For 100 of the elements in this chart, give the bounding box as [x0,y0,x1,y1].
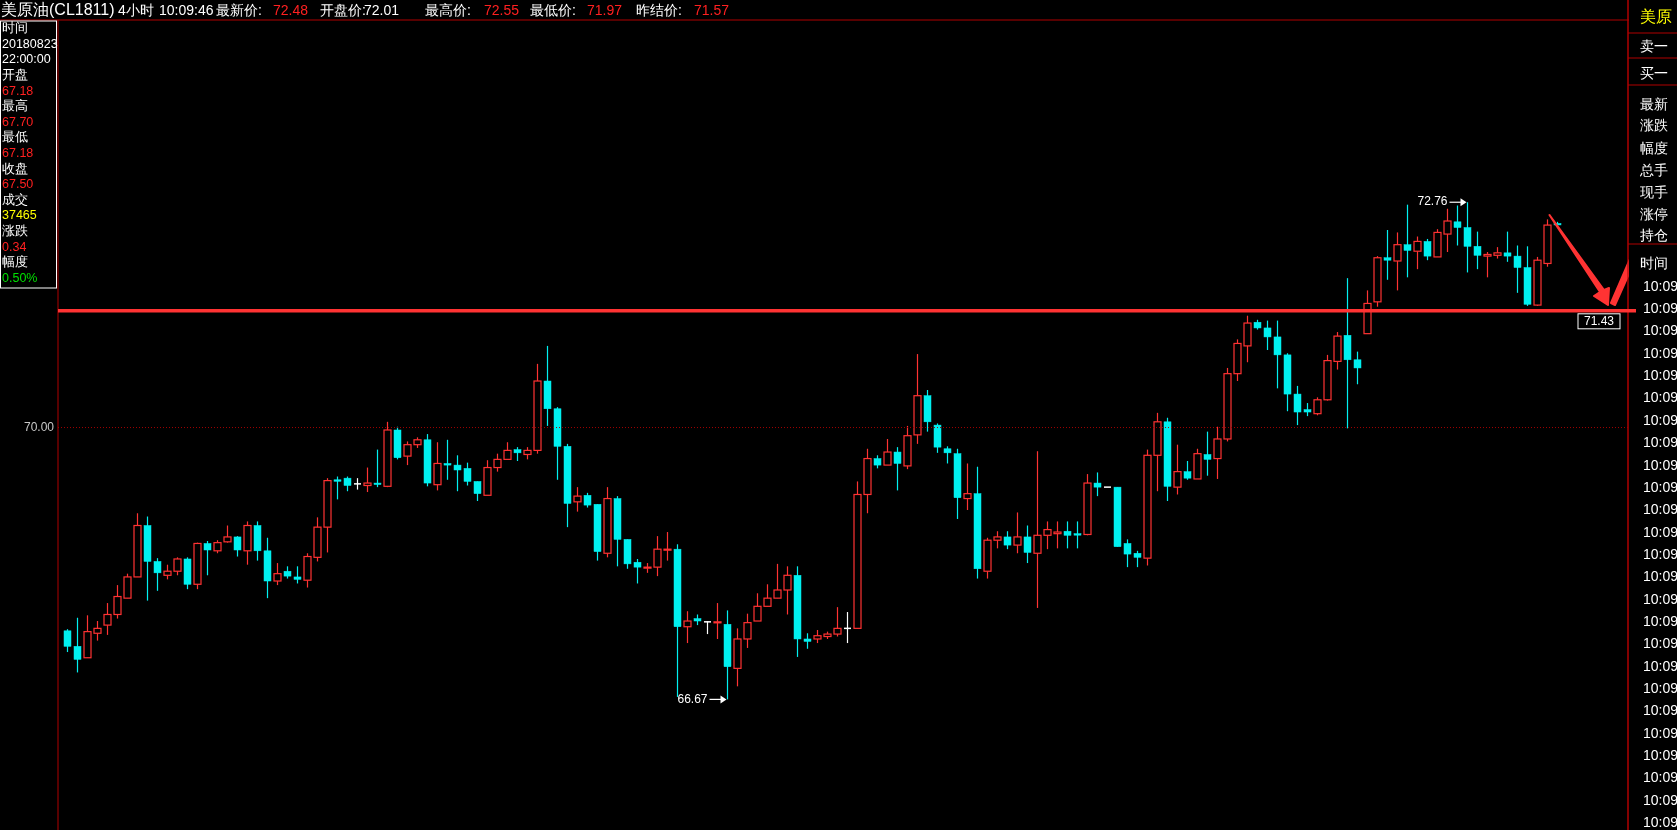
annotation: 持仓 [1640,226,1668,243]
annotation: 10:09 [1643,590,1677,607]
annotation: 最低价: [530,1,576,18]
annotation: 4小时 [118,1,154,18]
annotation: 10:09 [1643,501,1677,518]
annotation: 10:09 [1643,612,1677,629]
candlestick [1443,208,1452,253]
candlestick [1423,238,1432,261]
candlestick [1023,524,1032,564]
annotation: 71.97 [587,1,623,18]
candlestick [713,602,722,640]
annotation: 10:09 [1643,411,1677,428]
candlestick [233,535,242,558]
annotation: 10:09 [1643,769,1677,786]
annotation: 最高 [2,99,28,114]
candlestick [103,602,112,636]
candlestick [1213,426,1222,480]
candlestick [1173,444,1182,496]
annotation: 10:09 [1643,434,1677,451]
candlestick [773,563,782,599]
candlestick [963,462,972,511]
candlestick [1063,520,1072,549]
annotation: 20180823 [2,36,58,51]
annotation: 10:09 [1643,680,1677,696]
annotation: 收盘 [2,161,28,176]
annotation: 涨跌 [1640,116,1668,133]
candlestick [1033,450,1042,609]
annotation: 72.48 [273,1,309,18]
annotation: 22:00:00 [2,52,51,67]
annotation: 开盘价: [320,1,366,18]
candlestick [203,540,212,576]
candlestick [653,535,662,577]
annotation: 10:09 [1643,367,1677,384]
annotation: 10:09 [1643,456,1677,473]
annotation: 67.18 [2,146,34,161]
candlestick [753,592,762,622]
annotation: 67.18 [2,83,34,98]
candlestick [1503,231,1512,263]
candlestick [1053,520,1062,549]
candlestick [883,438,892,466]
candlestick [683,610,692,644]
annotation: 0.34 [2,239,27,254]
title: 美原油(CL1811) [1,1,115,19]
annotation: 10:09 [1643,277,1677,294]
candlestick [1243,315,1252,363]
annotation: 时间 [2,21,28,36]
annotation: 10:09:46 [159,1,214,18]
candlestick [403,440,412,466]
candlestick [1123,538,1132,568]
candlestick [453,454,462,492]
annotation: 最新 [1640,95,1668,112]
annotation: 10:09 [1643,657,1677,674]
annotation: 最新价: [216,1,262,18]
candlestick [1273,320,1282,389]
annotation: 最高价: [425,1,471,18]
annotation: 幅度 [1640,139,1668,156]
annotation: 10:09 [1643,300,1677,317]
candlestick [363,466,372,493]
annotation: 0.50% [2,270,38,285]
candlestick [1353,351,1362,385]
candlestick [1393,231,1402,291]
candlestick [763,583,772,607]
annotation: 涨跌 [2,224,28,239]
annotation: 最低 [2,130,28,145]
candlestick [1183,460,1192,481]
candlestick [573,486,582,513]
candlestick [1463,201,1472,274]
annotation: 72.76 [1417,194,1448,209]
annotation: 10:09 [1643,814,1677,830]
candlestick [93,620,102,642]
annotation: 66.67 [677,691,708,706]
annotation: 10:09 [1643,478,1677,495]
annotation: 现手 [1640,183,1668,200]
annotation: 10:09 [1643,322,1677,339]
annotation: 72.55 [484,1,520,18]
annotation: 10:09 [1643,747,1677,764]
annotation: 幅度 [2,255,28,270]
candlestick [433,441,442,491]
candlestick [1483,251,1492,278]
candlestick [1473,231,1482,270]
candlestick [743,613,752,649]
candlestick [63,628,72,653]
candlestick [443,439,452,481]
annotation: 总手 [1640,161,1668,178]
annotation: 10:09 [1643,702,1677,719]
annotation: 成交 [2,192,28,207]
candlestick [273,562,282,586]
candlestick [1073,520,1082,549]
annotation: 时间 [1640,254,1668,271]
candlestick [1403,204,1412,278]
annotation: 涨停 [1640,205,1668,222]
candlestick [113,584,122,620]
candlestick [153,557,162,592]
annotation: 10:09 [1643,344,1677,361]
candlestick [893,446,902,491]
candlestick [333,475,342,500]
annotation: 67.70 [2,114,34,129]
candlestick [473,480,482,502]
annotation: 10:09 [1643,545,1677,562]
candlestick [1513,244,1522,294]
